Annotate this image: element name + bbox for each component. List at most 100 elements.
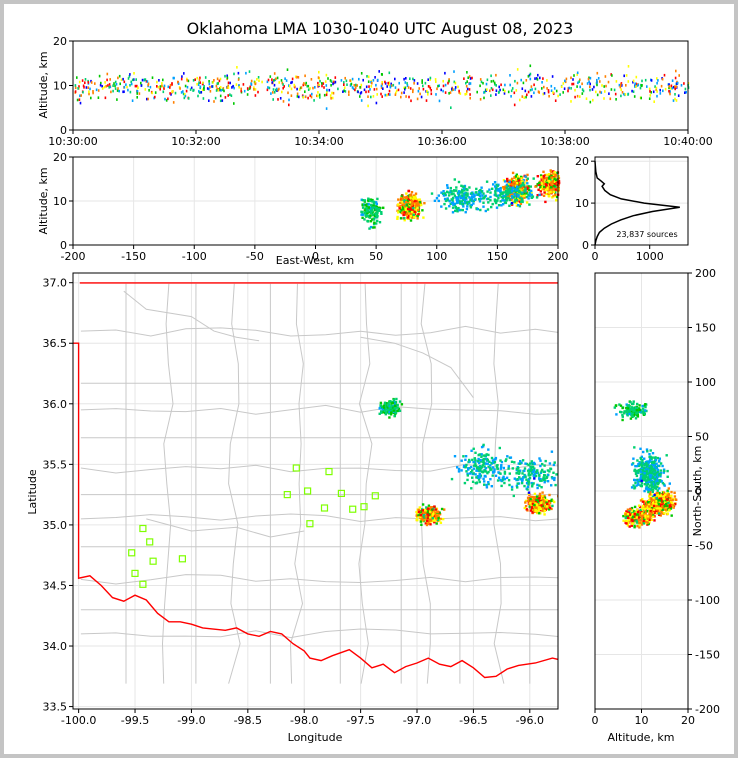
ew-source-point [482,201,485,204]
altitude-histogram-ytick-label: 0 [582,239,589,252]
time-source-point [669,90,671,93]
plan-source-point [570,494,572,496]
ew-source-point [550,176,553,179]
time-source-point [337,87,339,91]
time-source-point [365,90,367,94]
ns-source-point [673,495,677,498]
time-source-point [596,71,599,75]
ew-source-point [377,206,381,209]
ew-source-point [521,200,524,204]
ew-source-point [552,170,555,173]
plan-source-point [569,491,571,493]
time-source-point [277,98,279,101]
plan-source-point [470,449,473,452]
ew-source-point [369,225,373,229]
ew-source-point [360,213,363,216]
plan-source-point [531,466,535,469]
ns-source-point [633,512,637,516]
time-source-point [603,85,605,88]
ew-source-point [373,214,377,218]
ns-source-point [646,515,650,518]
ns-source-point [663,501,667,504]
ew-source-point [418,211,421,214]
ew-source-point [539,183,542,186]
time-source-point [669,92,671,96]
ew-source-point [451,201,455,204]
ew-source-point [554,188,557,191]
ns-source-point [652,508,656,511]
time-source-point [129,73,131,76]
plan-source-point [477,459,480,463]
time-source-point [81,79,84,82]
ew-source-point [470,203,473,207]
ns-source-point [644,514,647,517]
ew-source-point [468,196,471,199]
county-line [80,404,558,415]
plan-source-point [478,473,482,476]
time-source-point [326,91,328,94]
plan-source-point [554,483,557,487]
time-source-point [136,90,139,93]
plan-source-point [573,490,575,492]
time-source-point [256,78,258,81]
ew-source-point [550,182,553,185]
plan-source-point [426,516,430,520]
time-source-point [235,83,238,86]
time-source-point [453,80,456,84]
time-source-point [305,81,307,85]
ns-source-point [647,498,651,502]
plan-source-point [571,494,573,496]
ew-altitude-xtick-label: -50 [246,250,264,263]
time-source-point [238,86,240,89]
time-source-point [147,97,149,101]
ns-source-point [646,509,649,513]
time-source-point [373,88,376,91]
ew-source-point [442,190,445,193]
ns-source-point [668,504,672,507]
plan-source-point [433,505,436,508]
time-source-point [199,81,201,84]
time-source-point [317,94,319,98]
time-source-point [349,84,352,87]
ns-source-point [664,508,668,511]
ew-source-point [506,177,509,181]
time-source-point [198,78,201,81]
time-source-point [298,88,301,91]
plan-source-point [474,451,477,454]
ns-source-point [633,510,636,513]
ew-source-point [369,203,373,207]
ew-source-point [441,192,445,195]
plan-source-point [539,459,542,462]
plan-source-point [496,464,499,467]
ns-source-point [630,514,634,517]
plan-source-point [466,472,469,476]
time-source-point [448,92,450,95]
time-source-point [242,83,245,86]
longitude-xtick-label: -100.0 [61,714,96,727]
plan-source-point [575,500,577,502]
time-source-point [296,87,298,91]
time-source-point [605,84,607,88]
plan-source-point [438,513,442,516]
ew-source-point [515,199,519,202]
plan-source-point [568,492,570,494]
time-source-point [389,93,391,96]
plan-source-point [584,492,586,494]
ew-source-point [446,198,449,201]
plan-source-point [582,485,584,487]
time-source-point [250,83,253,86]
plan-source-point [583,503,585,505]
time-source-point [123,80,126,84]
time-source-point [429,76,432,80]
ns-source-point [651,495,655,498]
time-source-point [290,81,292,85]
ew-source-point [517,204,520,207]
ew-source-point [515,204,519,207]
ew-source-point [371,200,374,203]
time-source-point [163,84,166,88]
ns-source-point [648,493,652,496]
time-source-point [258,79,260,82]
ew-source-point [412,213,415,216]
plan-source-point [571,491,573,493]
ew-source-point [400,200,403,203]
